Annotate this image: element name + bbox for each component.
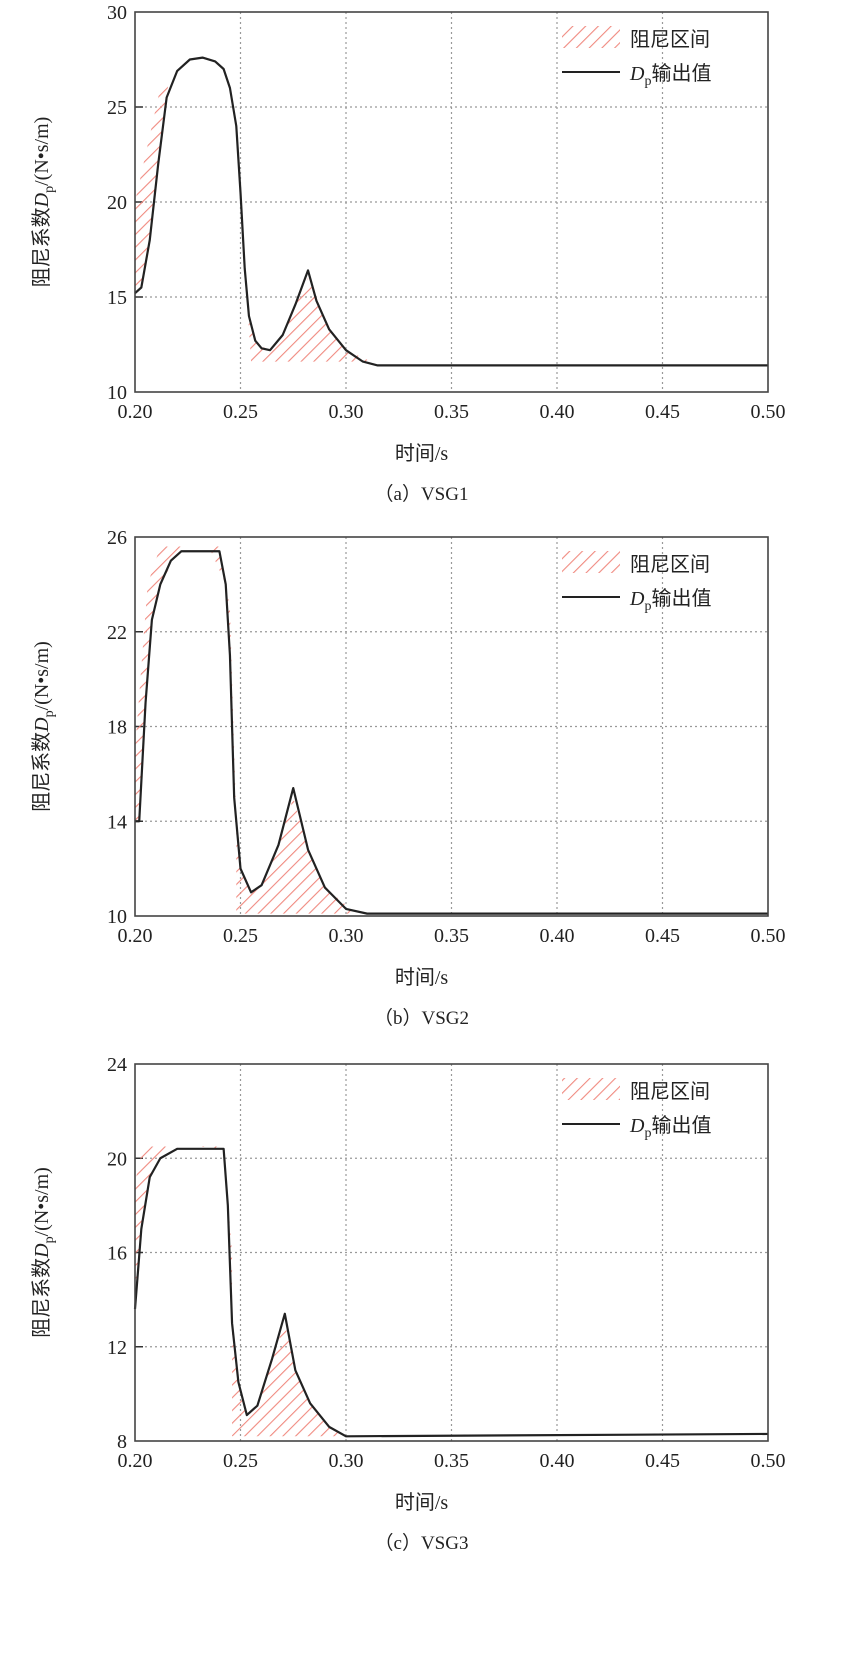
y-axis-label: 阻尼系数Dp/(N•s/m): [30, 1167, 57, 1338]
x-tick-label: 0.40: [540, 925, 575, 947]
y-tick-label: 18: [107, 717, 127, 739]
x-tick-label: 0.20: [118, 1450, 153, 1472]
y-label-symbol: D: [31, 717, 53, 733]
legend-subscript: p: [644, 74, 651, 89]
y-tick-label: 8: [117, 1431, 127, 1453]
legend-label-interval: 阻尼区间: [630, 553, 710, 576]
damping-interval-region: [208, 546, 357, 914]
legend-subscript: p: [644, 599, 651, 614]
y-label-subscript: p: [42, 1236, 57, 1243]
dp-output-line: [135, 550, 768, 915]
x-tick-label: 0.35: [434, 1450, 469, 1472]
x-tick-label: 0.50: [751, 1450, 786, 1472]
damping-interval-region: [198, 1146, 346, 1437]
legend-label-interval: 阻尼区间: [630, 1080, 710, 1103]
legend-label-interval: 阻尼区间: [630, 28, 710, 51]
y-label-unit: /(N•s/m): [31, 641, 53, 710]
x-tick-label: 0.45: [645, 401, 680, 423]
y-label-symbol: D: [31, 1243, 53, 1259]
damping-interval-region: [135, 546, 182, 822]
x-tick-label: 0.25: [223, 1450, 258, 1472]
legend-symbol: D: [629, 1115, 645, 1137]
plot-frame: [134, 1063, 769, 1442]
legend-hatch-swatch: [562, 26, 620, 48]
y-tick-label: 14: [107, 811, 127, 833]
x-tick-label: 0.20: [118, 401, 153, 423]
x-axis-label: 时间/s: [395, 442, 449, 465]
chart-caption: （c）VSG3: [375, 1532, 469, 1554]
legend-label-output: Dp输出值: [629, 62, 711, 89]
y-label-unit: /(N•s/m): [31, 1167, 53, 1236]
y-axis-label: 阻尼系数Dp/(N•s/m): [30, 641, 57, 812]
damping-interval-region: [135, 80, 169, 292]
legend-symbol: D: [629, 63, 645, 85]
y-tick-label: 22: [107, 622, 127, 644]
x-tick-label: 0.40: [540, 1450, 575, 1472]
x-tick-label: 0.30: [329, 401, 364, 423]
y-tick-label: 12: [107, 1337, 127, 1359]
y-tick-label: 26: [107, 527, 127, 549]
legend-subscript: p: [644, 1126, 651, 1141]
dp-output-line: [133, 1147, 769, 1438]
legend-text: 输出值: [651, 587, 711, 610]
y-label-symbol: D: [31, 192, 53, 208]
damping-interval-region: [135, 1146, 178, 1310]
damping-interval-region: [225, 72, 372, 362]
y-axis-label: 阻尼系数Dp/(N•s/m): [30, 117, 57, 288]
x-tick-label: 0.45: [645, 1450, 680, 1472]
x-tick-label: 0.35: [434, 401, 469, 423]
legend-label-output: Dp输出值: [629, 587, 711, 614]
legend-hatch-swatch: [562, 1078, 620, 1100]
x-tick-label: 0.45: [645, 925, 680, 947]
x-tick-label: 0.20: [118, 925, 153, 947]
x-tick-label: 0.40: [540, 401, 575, 423]
legend-hatch-swatch: [562, 551, 620, 573]
legend-label-output: Dp输出值: [629, 1114, 711, 1141]
x-tick-label: 0.35: [434, 925, 469, 947]
legend-symbol: D: [629, 588, 645, 610]
x-tick-label: 0.25: [223, 401, 258, 423]
plot-frame: [134, 536, 769, 917]
y-tick-label: 20: [107, 192, 127, 214]
chart-caption: （a）VSG1: [375, 483, 469, 505]
y-tick-label: 24: [107, 1054, 127, 1076]
dp-output-line: [134, 56, 768, 367]
y-tick-label: 25: [107, 97, 127, 119]
x-axis-label: 时间/s: [395, 1491, 449, 1514]
y-label-text: 阻尼系数: [30, 732, 53, 812]
y-label-subscript: p: [42, 710, 57, 717]
x-tick-label: 0.30: [329, 1450, 364, 1472]
x-tick-label: 0.50: [751, 401, 786, 423]
y-tick-label: 10: [107, 906, 127, 928]
y-tick-label: 20: [107, 1148, 127, 1170]
legend-text: 输出值: [651, 1114, 711, 1137]
chart-2: 0.20 0.25 0.30 0.35 0.40 0.45 0.50 10 14 18 22 26 阻尼…: [30, 527, 786, 1029]
x-axis-label: 时间/s: [395, 966, 449, 989]
y-label-unit: /(N•s/m): [31, 117, 53, 186]
x-tick-label: 0.30: [329, 925, 364, 947]
chart-3: 0.20 0.25 0.30 0.35 0.40 0.45 0.50 8 12 16 20 24 阻尼区…: [30, 1054, 786, 1554]
y-tick-label: 16: [107, 1243, 127, 1265]
y-tick-label: 15: [107, 287, 127, 309]
chart-caption: （b）VSG2: [374, 1007, 469, 1029]
chart-1: 0.20 0.25 0.30 0.35 0.40 0.45 0.50 10 15 20 25 30 阻尼…: [30, 2, 786, 505]
legend-text: 输出值: [651, 62, 711, 85]
x-tick-label: 0.50: [751, 925, 786, 947]
plot-frame: [134, 11, 769, 393]
y-label-text: 阻尼系数: [30, 207, 53, 287]
x-tick-label: 0.25: [223, 925, 258, 947]
y-tick-label: 10: [107, 382, 127, 404]
y-label-subscript: p: [42, 186, 57, 193]
y-label-text: 阻尼系数: [30, 1258, 53, 1338]
y-tick-label: 30: [107, 2, 127, 24]
